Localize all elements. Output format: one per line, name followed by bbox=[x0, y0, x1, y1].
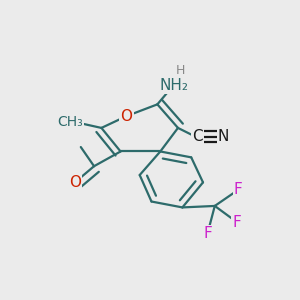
Text: F: F bbox=[203, 226, 212, 242]
Text: F: F bbox=[234, 182, 243, 197]
Text: NH₂: NH₂ bbox=[159, 78, 188, 93]
Text: CH₃: CH₃ bbox=[58, 115, 83, 129]
Text: O: O bbox=[69, 175, 81, 190]
Text: C: C bbox=[192, 129, 203, 144]
Text: F: F bbox=[232, 214, 241, 230]
Text: H: H bbox=[176, 64, 186, 77]
Text: N: N bbox=[218, 129, 229, 144]
Text: O: O bbox=[120, 109, 132, 124]
